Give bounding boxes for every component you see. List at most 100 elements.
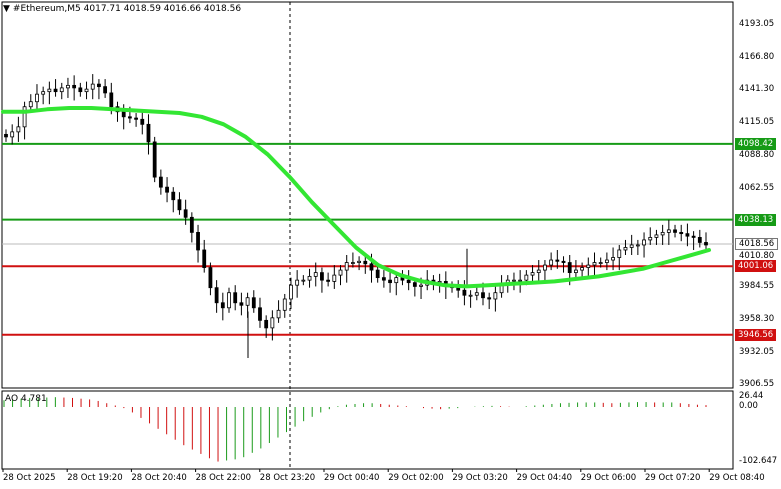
candle-body (660, 231, 665, 236)
candle-body (604, 259, 609, 263)
price-axis-label: 4010.80 (739, 251, 775, 261)
candle-body (592, 262, 597, 266)
candle-body (16, 126, 21, 133)
candle-body (611, 257, 615, 261)
candle-body (183, 209, 188, 218)
price-axis-label: 3906.55 (739, 379, 775, 389)
time-axis-label: 29 Oct 06:00 (580, 473, 637, 483)
candle-body (580, 267, 585, 271)
candle-body (536, 269, 541, 274)
candle-body (276, 309, 281, 319)
candle-body (301, 279, 306, 282)
candle-body (456, 287, 461, 291)
candle-body (41, 91, 46, 95)
candle-body (555, 259, 560, 262)
candle-body (617, 249, 622, 258)
candle-body (10, 131, 15, 138)
candle-body (381, 277, 386, 281)
main-pane-frame (1, 1, 734, 389)
ao-indicator-title: AO 4.781 (5, 394, 47, 404)
candle-body (574, 269, 578, 274)
candle-body (561, 260, 566, 263)
candle-body (282, 298, 287, 311)
candle-body (313, 272, 318, 277)
candle-body (22, 106, 27, 128)
candle-body (462, 289, 467, 296)
price-axis-label: 3932.05 (739, 346, 775, 357)
candle-body (59, 87, 64, 93)
triangle-down-icon[interactable]: ▼ (3, 4, 10, 14)
time-axis-label: 29 Oct 04:40 (516, 473, 573, 483)
candle-body (78, 87, 83, 93)
candle-body (127, 116, 132, 119)
candle-body (419, 284, 423, 287)
candle-body (171, 191, 176, 201)
candle-body (369, 263, 374, 271)
level-tag-red: 3946.56 (735, 328, 777, 341)
candle-body (549, 259, 554, 266)
candle-body (90, 83, 95, 90)
moving-average-line (1, 106, 711, 289)
price-axis-label: 4115.05 (739, 117, 775, 127)
candle-body (629, 244, 634, 248)
candle-body (481, 292, 485, 299)
candle-body (363, 260, 368, 265)
current-price-tag: 4018.56 (735, 238, 779, 251)
candle-body (673, 229, 677, 233)
ao-axis-label: 0.00 (739, 401, 758, 411)
candle-body (586, 264, 591, 268)
candle-body (338, 269, 343, 276)
candle-body (518, 279, 523, 282)
candle-body (326, 279, 331, 282)
price-axis-label: 4088.80 (739, 149, 775, 160)
time-axis-label: 28 Oct 23:20 (259, 473, 316, 483)
candle-body (152, 141, 157, 178)
price-axis-label: 3984.55 (739, 280, 775, 291)
candle-body (220, 302, 225, 309)
candle-body (289, 284, 293, 300)
candle-body (704, 242, 708, 246)
candle-body (679, 231, 684, 235)
candle-body (388, 279, 392, 284)
candle-body (214, 287, 219, 304)
candle-body (648, 237, 653, 241)
candle-body (146, 123, 151, 143)
candle-body (140, 118, 145, 125)
candle-body (84, 88, 89, 93)
candle-body (270, 317, 275, 329)
time-axis-label: 28 Oct 22:00 (195, 473, 252, 483)
candle-body (635, 244, 640, 247)
candle-body (109, 92, 114, 108)
symbol-ohlc-text: #Ethereum,M5 4017.71 4018.59 4016.66 401… (12, 4, 242, 14)
time-axis-label: 29 Oct 03:20 (452, 473, 508, 483)
candle-body (375, 269, 380, 279)
candle-body (189, 216, 194, 233)
candle-body (177, 199, 182, 211)
candle-body (251, 297, 256, 309)
candle-body (493, 292, 498, 300)
candle-body (258, 307, 262, 321)
candle-body (233, 292, 238, 304)
level-tag-green: 4038.13 (735, 213, 777, 226)
candle-body (468, 294, 473, 297)
candle-body (344, 262, 349, 271)
candle-body (227, 292, 231, 309)
candle-body (543, 264, 547, 271)
candle-body (642, 239, 646, 246)
candle-body (598, 262, 603, 264)
time-axis-label: 29 Oct 07:20 (645, 473, 701, 483)
candle-body (47, 88, 52, 93)
candle-body (394, 277, 399, 284)
candle-body (307, 275, 312, 281)
candle-body (239, 302, 244, 306)
candle-body (97, 83, 101, 88)
candle-body (332, 274, 337, 282)
candle-body (357, 260, 361, 263)
candle-body (567, 262, 572, 274)
candle-body (202, 249, 207, 268)
time-axis-label: 29 Oct 00:40 (324, 473, 380, 483)
price-axis-label: 4062.55 (739, 182, 775, 193)
candle-body (487, 297, 492, 300)
